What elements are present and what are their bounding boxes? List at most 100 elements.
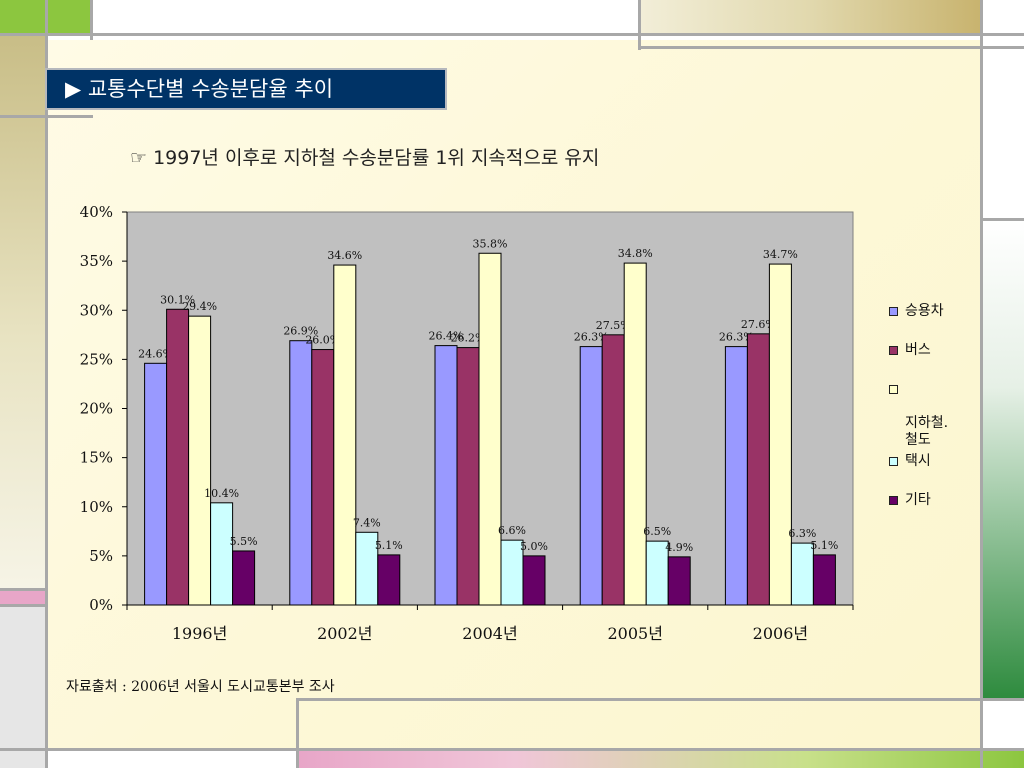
y-tick-label: 35%: [80, 252, 113, 270]
top-gold-band: [640, 0, 982, 35]
data-label: 26.9%: [283, 325, 318, 338]
data-label: 29.4%: [182, 300, 217, 313]
data-label: 34.8%: [618, 247, 653, 260]
frame-line: [0, 604, 48, 607]
frame-line: [0, 33, 1024, 36]
legend-swatch: [889, 496, 898, 505]
frame-line: [638, 46, 1024, 49]
left-olive-band: [0, 33, 45, 588]
frame-line: [638, 0, 641, 50]
legend-swatch: [889, 385, 898, 394]
y-tick-label: 15%: [80, 449, 113, 467]
y-tick-label: 25%: [80, 350, 113, 368]
bar: [812, 554, 836, 606]
data-label: 26.0%: [305, 334, 340, 347]
data-label: 35.8%: [473, 237, 508, 250]
legend-label: 기타: [905, 492, 931, 508]
data-label: 10.4%: [204, 487, 239, 500]
legend-item: 버스: [889, 342, 979, 359]
bar: [311, 349, 335, 606]
bar: [333, 264, 357, 606]
data-label: 26.2%: [451, 332, 486, 345]
data-label: 27.6%: [741, 318, 776, 331]
data-label: 30.1%: [160, 293, 195, 306]
y-tick-label: 10%: [80, 498, 113, 516]
frame-line: [90, 0, 93, 40]
x-tick-label: 2002년: [317, 624, 372, 643]
legend-item: 기타: [889, 492, 979, 509]
bar: [166, 308, 190, 606]
bar: [289, 340, 313, 606]
data-label: 6.5%: [643, 525, 671, 538]
bar: [434, 345, 458, 606]
x-tick-label: 1996년: [172, 624, 227, 643]
bar: [522, 555, 546, 606]
data-label: 26.4%: [429, 330, 464, 343]
bar: [456, 347, 480, 606]
bar: [601, 334, 625, 606]
legend-swatch: [889, 346, 898, 355]
bar: [188, 315, 212, 606]
y-tick-label: 5%: [89, 547, 113, 565]
frame-line: [0, 588, 48, 591]
data-label: 4.9%: [665, 541, 693, 554]
bar: [623, 262, 647, 606]
frame-line: [296, 698, 299, 768]
legend-label: 지하철. 철도: [905, 415, 949, 448]
legend-swatch: [889, 457, 898, 466]
x-tick-label: 2006년: [753, 624, 808, 643]
bar: [478, 252, 502, 606]
data-label: 26.3%: [719, 331, 754, 344]
legend-item: 지하철. 철도: [889, 381, 979, 449]
legend-item: 승용차: [889, 303, 979, 320]
y-tick-label: 40%: [80, 203, 113, 221]
bottom-pink-green-band: [298, 750, 1024, 768]
frame-line: [45, 0, 48, 768]
legend-label: 승용차: [905, 303, 944, 319]
data-label: 5.1%: [810, 539, 838, 552]
bar: [746, 333, 770, 606]
slide-title: ▶ 교통수단별 수송분담율 추이: [45, 68, 447, 110]
bar: [790, 542, 814, 606]
data-label: 24.6%: [138, 347, 173, 360]
left-pink-strip: [0, 590, 45, 604]
frame-line: [296, 698, 1024, 701]
left-bottom-gray: [0, 606, 45, 768]
x-tick-label: 2004년: [462, 624, 517, 643]
frame-line: [980, 218, 1024, 221]
source-note: 자료출처 : 2006년 서울시 도시교통본부 조사: [66, 679, 335, 695]
frame-line: [0, 748, 1024, 751]
legend-label: 택시: [905, 453, 931, 469]
x-tick-label: 2005년: [607, 624, 662, 643]
bar: [768, 263, 792, 606]
bar: [144, 362, 168, 606]
frame-line: [980, 0, 983, 768]
data-label: 5.0%: [520, 540, 548, 553]
data-label: 34.6%: [327, 249, 362, 262]
bar: [579, 346, 603, 606]
bar: [210, 502, 234, 606]
data-label: 27.5%: [596, 319, 631, 332]
y-tick-label: 0%: [89, 596, 113, 614]
data-label: 5.1%: [375, 539, 403, 552]
frame-line: [0, 115, 93, 118]
right-green-band: [982, 220, 1024, 698]
bar: [232, 550, 256, 606]
y-tick-label: 30%: [80, 301, 113, 319]
data-label: 6.6%: [498, 524, 526, 537]
bar: [377, 554, 401, 606]
data-label: 6.3%: [788, 527, 816, 540]
data-label: 5.5%: [230, 535, 258, 548]
legend-item: 택시: [889, 453, 979, 470]
y-tick-label: 20%: [80, 400, 113, 418]
legend-swatch: [889, 307, 898, 316]
data-label: 34.7%: [763, 248, 798, 261]
legend-label: 버스: [905, 342, 931, 358]
bar: [724, 346, 748, 606]
data-label: 26.3%: [574, 331, 609, 344]
bar: [667, 556, 691, 606]
chart-legend: 승용차 버스 지하철. 철도 택시 기타: [889, 303, 979, 531]
slide-subtitle: ☞ 1997년 이후로 지하철 수송분담률 1위 지속적으로 유지: [130, 147, 600, 169]
data-label: 7.4%: [353, 516, 381, 529]
